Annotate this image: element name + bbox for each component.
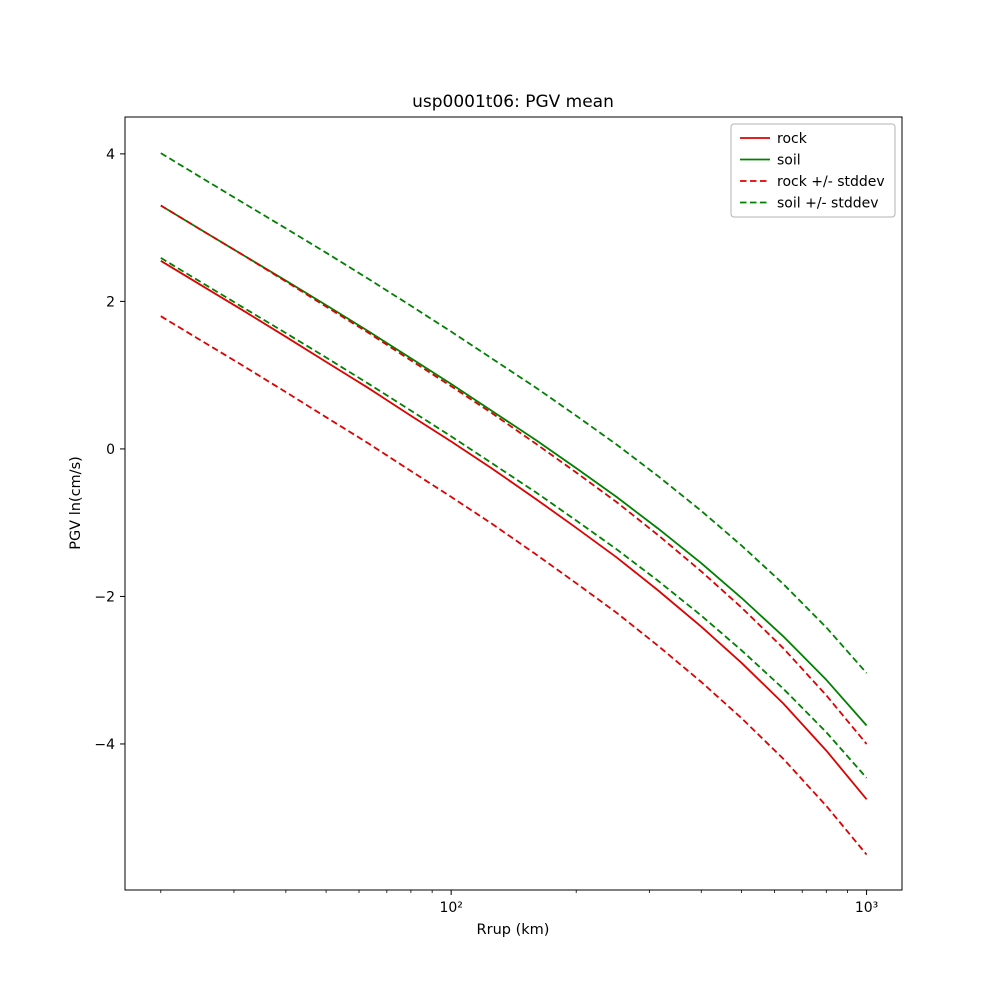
plot-frame [124, 116, 903, 891]
y-tick-label: 4 [106, 147, 115, 163]
series-line-soil [160, 204, 868, 727]
y-tick-label: −4 [94, 737, 115, 753]
series-line-rock-stddev [160, 315, 868, 856]
legend [730, 123, 896, 218]
y-tick-label: −2 [94, 589, 115, 605]
legend-label: rock +/- stddev [777, 174, 885, 190]
series-line-rock-stddev [160, 204, 868, 745]
legend-label: soil [777, 153, 801, 169]
legend-label: soil +/- stddev [777, 196, 879, 212]
x-tick-label: 10² [439, 900, 462, 916]
x-tick-label: 10³ [855, 900, 878, 916]
y-tick-label: 0 [106, 442, 115, 458]
x-axis-label: Rrup (km) [477, 922, 550, 938]
chart-title: usp0001t06: PGV mean [412, 92, 614, 112]
plot-dynamic-content: 10² 10³ −4 −2 0 2 4 rock soil rock +/- stddev soil… [94, 116, 903, 916]
y-tick-label: 2 [106, 294, 115, 310]
series-line-soil-stddev [160, 152, 868, 674]
legend-label: rock [777, 131, 808, 147]
series-line-soil-stddev [160, 257, 868, 779]
series-line-rock [160, 260, 868, 800]
y-axis-label: PGV ln(cm/s) [68, 456, 84, 550]
